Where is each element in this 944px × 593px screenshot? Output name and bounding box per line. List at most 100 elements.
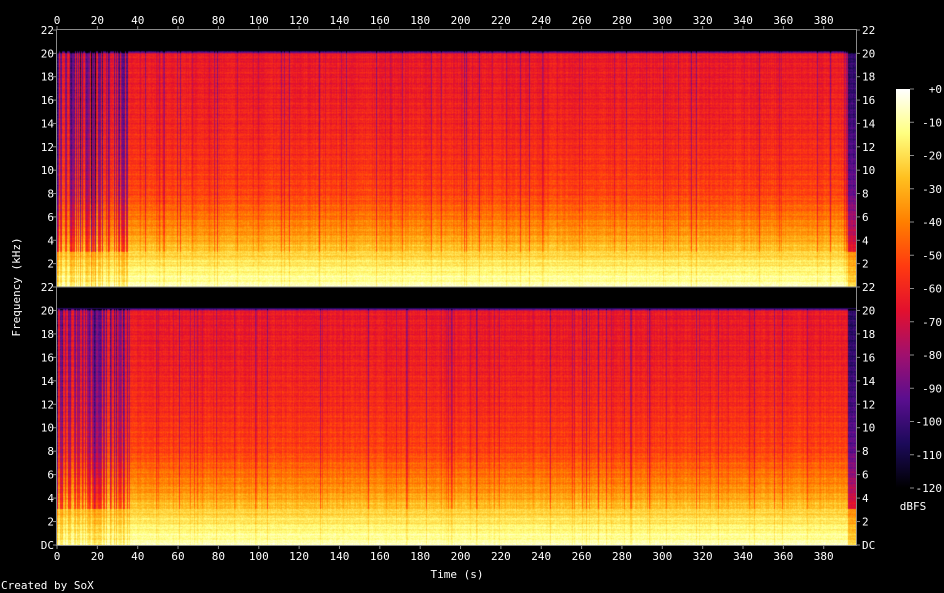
x-tick-label: 260 <box>572 14 592 27</box>
x-tick-label: 280 <box>612 14 632 27</box>
x-tick-label: 80 <box>212 550 225 563</box>
x-tick-label: 80 <box>212 14 225 27</box>
spectrogram-channel-right <box>57 287 856 545</box>
y-tick-label: 16 <box>41 94 54 107</box>
x-tick-label: 220 <box>491 14 511 27</box>
x-tick-label: 240 <box>531 14 551 27</box>
y-tick-label: 14 <box>862 375 876 388</box>
y-tick-label: 4 <box>862 492 869 505</box>
x-tick-label: 300 <box>652 14 672 27</box>
x-tick-label: 160 <box>370 550 390 563</box>
x-tick-label: 240 <box>531 550 551 563</box>
x-tick-label: 180 <box>410 550 430 563</box>
colorbar: +0 -10 -20 -30 -40 -50 -60 -70 -80 -90 -100 -110 -12… <box>896 83 942 495</box>
y-tick-label: 16 <box>41 351 54 364</box>
x-tick-label: 100 <box>249 550 269 563</box>
y-tick-label: 20 <box>862 47 875 60</box>
y-tick-label: 22 <box>862 281 875 294</box>
x-tick-label: 60 <box>171 550 184 563</box>
x-tick-label: 140 <box>330 550 350 563</box>
x-tick-label: 200 <box>451 550 471 563</box>
y-tick-label: 8 <box>47 445 54 458</box>
y-tick-label: 12 <box>862 398 875 411</box>
colorbar-tick-label: -60 <box>922 283 942 296</box>
y-tick-label: 2 <box>47 258 54 271</box>
y-tick-label: 8 <box>47 188 54 201</box>
y-tick-label: 20 <box>41 304 54 317</box>
y-tick-label: 12 <box>41 398 54 411</box>
y-tick-label: 6 <box>862 211 869 224</box>
y-tick-label: 14 <box>862 117 876 130</box>
y-tick-label: 10 <box>862 422 875 435</box>
y-tick-label: 14 <box>41 117 55 130</box>
y-tick-label: DC <box>41 539 54 552</box>
y-axis-label: Frequency (kHz) <box>10 237 23 336</box>
x-tick-label: 340 <box>733 14 753 27</box>
x-tick-label: 40 <box>131 550 144 563</box>
y-tick-label: 2 <box>47 516 54 529</box>
colorbar-tick-label: -40 <box>922 216 942 229</box>
y-tick-label: 12 <box>41 141 54 154</box>
colorbar-tick-label: -50 <box>922 249 942 262</box>
x-tick-label: 120 <box>289 550 309 563</box>
colorbar-tick-label: -80 <box>922 349 942 362</box>
colorbar-tick-label: -110 <box>916 449 943 462</box>
x-tick-label: 320 <box>693 550 713 563</box>
x-axis-top: 0 20 40 60 80 100 120 140 160 180 200 220 240 260 280 3… <box>54 14 834 30</box>
x-tick-label: 180 <box>410 14 430 27</box>
x-axis-bottom: 0 20 40 60 80 100 120 140 160 180 200 220 240 260 280 3… <box>54 545 834 563</box>
spectrogram-panels <box>56 29 857 546</box>
y-tick-label: 4 <box>47 492 54 505</box>
x-tick-label: 100 <box>249 14 269 27</box>
x-tick-label: 0 <box>54 550 61 563</box>
colorbar-tick-label: -70 <box>922 316 942 329</box>
y-tick-label: 18 <box>862 71 875 84</box>
x-tick-label: 260 <box>572 550 592 563</box>
x-tick-label: 280 <box>612 550 632 563</box>
colorbar-tick-label: -10 <box>922 116 942 129</box>
y-tick-label: 2 <box>862 258 869 271</box>
y-tick-label: 18 <box>862 328 875 341</box>
y-tick-label: 4 <box>862 234 869 247</box>
colorbar-scale <box>896 89 910 488</box>
x-tick-label: 60 <box>171 14 184 27</box>
y-tick-label: 6 <box>47 469 54 482</box>
x-tick-label: 40 <box>131 14 144 27</box>
y-tick-label: 22 <box>41 281 54 294</box>
y-tick-label: 10 <box>862 164 875 177</box>
x-tick-label: 200 <box>451 14 471 27</box>
y-tick-label: 10 <box>41 164 54 177</box>
colorbar-label: dBFS <box>900 500 927 513</box>
y-tick-label: 22 <box>41 24 54 37</box>
y-tick-label: 6 <box>47 211 54 224</box>
y-tick-label: 10 <box>41 422 54 435</box>
y-tick-label: 22 <box>862 24 875 37</box>
y-tick-label: 18 <box>41 71 54 84</box>
colorbar-tick-label: -30 <box>922 183 942 196</box>
y-tick-label: 6 <box>862 469 869 482</box>
x-tick-label: 0 <box>54 14 61 27</box>
y-tick-label: 16 <box>862 351 875 364</box>
footer-credit: Created by SoX <box>1 579 94 592</box>
y-tick-label: 18 <box>41 328 54 341</box>
colorbar-tick-label: -20 <box>922 150 942 163</box>
y-tick-label: 12 <box>862 141 875 154</box>
x-tick-label: 120 <box>289 14 309 27</box>
x-tick-label: 20 <box>91 550 104 563</box>
x-tick-label: 360 <box>773 14 793 27</box>
colorbar-tick-label: -90 <box>922 382 942 395</box>
x-tick-label: 220 <box>491 550 511 563</box>
y-tick-label: 2 <box>862 516 869 529</box>
y-tick-label: 14 <box>41 375 55 388</box>
y-tick-label: 8 <box>862 188 869 201</box>
colorbar-tick-label: -100 <box>916 416 943 429</box>
y-tick-label: 16 <box>862 94 875 107</box>
x-tick-label: 320 <box>693 14 713 27</box>
x-tick-label: 300 <box>652 550 672 563</box>
colorbar-tick-label: +0 <box>929 83 942 96</box>
y-tick-label: DC <box>862 539 875 552</box>
x-tick-label: 340 <box>733 550 753 563</box>
x-tick-label: 380 <box>814 14 834 27</box>
